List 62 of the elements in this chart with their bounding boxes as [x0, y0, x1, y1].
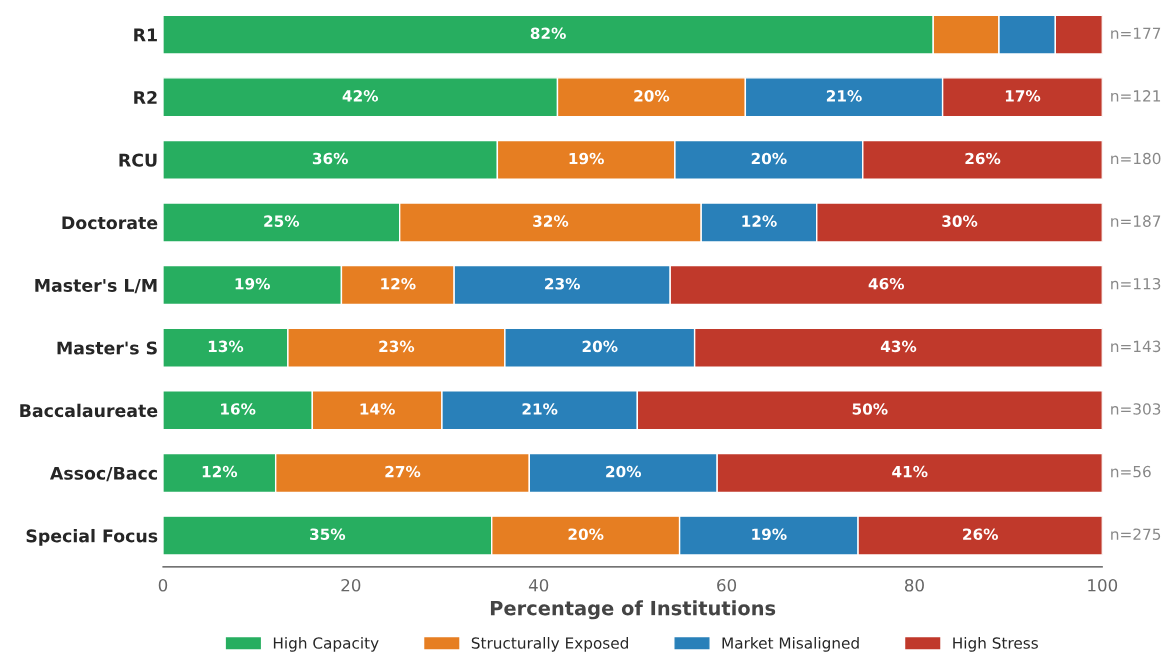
y-tick-label: R2 [134, 90, 157, 104]
data-label: 12% [742, 215, 777, 227]
text: n=303 [1111, 403, 1161, 415]
data-label: 17% [1005, 90, 1041, 102]
data-label: 19% [569, 152, 604, 165]
data-label: 12% [202, 465, 238, 478]
legend-label: Structurally Exposed [471, 636, 628, 652]
data-label: 20% [568, 528, 604, 540]
text: n=143 [1111, 340, 1161, 353]
y-tick-label: RCU [119, 153, 157, 167]
data-label: 35% [310, 528, 346, 540]
x-tick-label: 20 [341, 578, 361, 592]
data-label: 43% [880, 340, 917, 353]
text: n=121 [1111, 90, 1161, 102]
data-label: 23% [379, 340, 415, 353]
data-label: 26% [965, 152, 1001, 165]
data-label: 23% [545, 277, 580, 290]
text: n=180 [1111, 152, 1161, 165]
data-label: 21% [826, 90, 862, 102]
y-tick-label: Baccalaureate [20, 403, 158, 418]
data-label: 20% [582, 340, 618, 353]
data-label: 16% [221, 403, 256, 415]
text: n=275 [1111, 528, 1161, 540]
data-label: 50% [852, 403, 888, 415]
x-tick-label: 100 [1088, 578, 1118, 592]
data-label: 20% [606, 465, 642, 478]
y-tick-label: Doctorate [62, 216, 158, 230]
y-tick-label: R1 [134, 28, 157, 42]
data-label: 19% [235, 277, 270, 290]
data-label: 14% [360, 403, 395, 415]
data-label: 82% [530, 27, 566, 40]
x-tick-label: 80 [904, 578, 924, 592]
legend-label: Market Misaligned [722, 636, 859, 652]
data-label: 13% [208, 340, 244, 353]
y-tick-label: Special Focus [26, 528, 158, 546]
data-label: 36% [312, 152, 348, 165]
data-label: 19% [752, 528, 787, 540]
data-label: 20% [634, 90, 670, 102]
y-tick-label: Assoc/Bacc [49, 466, 157, 482]
data-label: 20% [751, 152, 787, 165]
data-label: 25% [264, 215, 300, 227]
legend-label: High Capacity [273, 636, 379, 652]
data-label: 12% [381, 277, 416, 290]
y-tick-label: Master's L/M [35, 279, 157, 294]
data-label: 21% [522, 403, 558, 415]
y-tick-label: Master's S [57, 341, 157, 355]
text: n=113 [1111, 277, 1161, 290]
text: n=177 [1111, 27, 1161, 39]
data-label: 27% [385, 465, 421, 478]
data-label: 46% [868, 277, 905, 290]
text: n=56 [1111, 465, 1151, 478]
data-label: 42% [342, 90, 379, 102]
legend-label: High Stress [953, 636, 1038, 652]
data-label: 32% [533, 215, 569, 227]
x-tick-label: 0 [158, 578, 168, 592]
data-label: 30% [942, 215, 978, 227]
x-axis-title: Percentage of Institutions [490, 600, 776, 620]
x-tick-label: 60 [717, 578, 737, 592]
text: n=187 [1111, 215, 1161, 227]
data-label: 26% [963, 528, 998, 540]
x-tick-label: 40 [528, 578, 549, 592]
data-label: 41% [892, 465, 928, 478]
